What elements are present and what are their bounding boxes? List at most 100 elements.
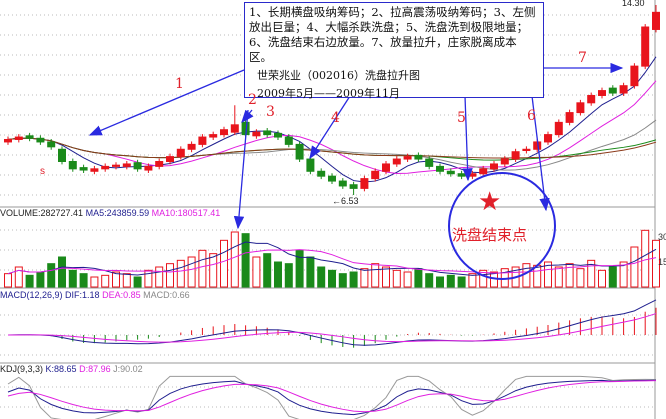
volume-bar <box>392 269 401 288</box>
note-line: 1、长期横盘吸纳筹码；2、拉高震荡吸纳筹码；3、左侧 <box>249 5 536 19</box>
volume-bar <box>198 249 207 288</box>
annotation-box: 1、长期横盘吸纳筹码；2、拉高震荡吸纳筹码；3、左侧 放出巨量；4、大幅杀跌洗盘… <box>244 2 544 100</box>
candle <box>392 158 401 165</box>
volume-bar <box>112 271 120 288</box>
candle <box>133 162 142 170</box>
candle <box>68 160 77 170</box>
label-7: 7 <box>578 50 587 66</box>
volume-bar <box>122 273 131 288</box>
wash-end-caption: 洗盘结束点 <box>452 226 528 244</box>
candle <box>630 65 639 87</box>
candle <box>25 135 34 139</box>
candle <box>522 148 531 151</box>
volume-bar <box>155 266 164 288</box>
volume-tick: 15 <box>658 257 666 267</box>
chart-title: 世荣兆业（002016）洗盘拉升图 <box>257 69 420 82</box>
volume-bar <box>446 274 455 288</box>
volume-bar <box>90 276 99 288</box>
candle <box>122 163 131 167</box>
candle <box>101 165 110 170</box>
candle <box>371 170 380 180</box>
volume-bar <box>58 256 66 288</box>
label-2: 2 <box>248 92 257 108</box>
volume-bar <box>274 261 282 288</box>
volume-bar <box>133 276 142 288</box>
low-price-label: ←6.53 <box>332 196 359 206</box>
volume-bar <box>328 269 336 288</box>
candle <box>284 136 293 145</box>
label-5: 5 <box>457 110 466 126</box>
volume-bar <box>263 253 272 288</box>
candle <box>544 134 552 143</box>
volume-bar <box>652 239 660 288</box>
volume-bar <box>25 274 34 288</box>
candle <box>338 180 347 187</box>
candle <box>641 26 650 67</box>
candle <box>652 11 660 30</box>
volume-bar <box>468 273 477 288</box>
candle <box>14 136 23 140</box>
candle <box>360 178 369 189</box>
volume-bar <box>349 271 358 288</box>
volume-bar <box>252 256 261 288</box>
candle <box>176 148 185 158</box>
candle <box>252 131 261 137</box>
candle <box>554 121 563 136</box>
candle <box>468 173 477 177</box>
k-line <box>7 379 657 416</box>
volume-bar <box>241 233 250 288</box>
volume-bar <box>382 266 390 288</box>
candle <box>295 143 304 160</box>
volume-bar <box>230 231 239 288</box>
ma120-line <box>7 137 657 159</box>
ma10-line <box>7 80 657 174</box>
candle <box>457 173 466 177</box>
candle <box>436 165 444 172</box>
candle <box>446 170 455 175</box>
candle <box>598 90 606 96</box>
candle <box>166 156 174 162</box>
volume-bar <box>144 269 153 288</box>
candle <box>90 168 99 172</box>
candle <box>263 130 272 136</box>
candle <box>511 151 520 160</box>
volume-bar <box>403 271 412 288</box>
volume-bar <box>544 261 552 288</box>
candle <box>306 158 315 172</box>
label-1: 1 <box>175 76 184 92</box>
candle <box>349 184 358 189</box>
volume-bar <box>79 273 88 288</box>
candle <box>36 137 45 143</box>
marker-s: s <box>40 166 45 177</box>
star-icon: ★ <box>478 186 502 216</box>
d-line <box>7 380 657 413</box>
volume-bar <box>414 268 423 288</box>
volume-bar <box>371 263 380 288</box>
wash-end-circle: ★ 洗盘结束点 <box>448 172 556 280</box>
volume-bar <box>360 268 369 288</box>
candle <box>382 163 390 172</box>
candle <box>500 158 509 165</box>
volume-bar <box>338 273 347 288</box>
candle <box>187 143 196 150</box>
candle <box>220 129 228 136</box>
candle <box>414 154 423 160</box>
candle <box>144 165 153 171</box>
volume-bar <box>587 259 596 288</box>
candle <box>209 134 218 138</box>
label-4: 4 <box>331 110 340 126</box>
volume-bar <box>619 261 628 288</box>
candle <box>230 124 239 133</box>
volume-bar <box>4 273 12 288</box>
note-line: 放出巨量；4、大幅杀跌洗盘；5、洗盘洗到极限地量； <box>249 20 529 34</box>
volume-bar <box>295 249 304 288</box>
chart-period: 2009年5月——2009年11月 <box>257 87 400 100</box>
candle <box>198 136 207 145</box>
label-3: 3 <box>266 104 275 120</box>
volume-bar <box>436 276 444 288</box>
annotation-arrow <box>462 95 473 182</box>
macd-label: MACD(12,26,9) DIF:1.18 DEA:0.85 MACD:0.6… <box>0 290 190 300</box>
volume-bar <box>36 271 45 288</box>
high-price-label: 14.30 <box>622 0 645 8</box>
